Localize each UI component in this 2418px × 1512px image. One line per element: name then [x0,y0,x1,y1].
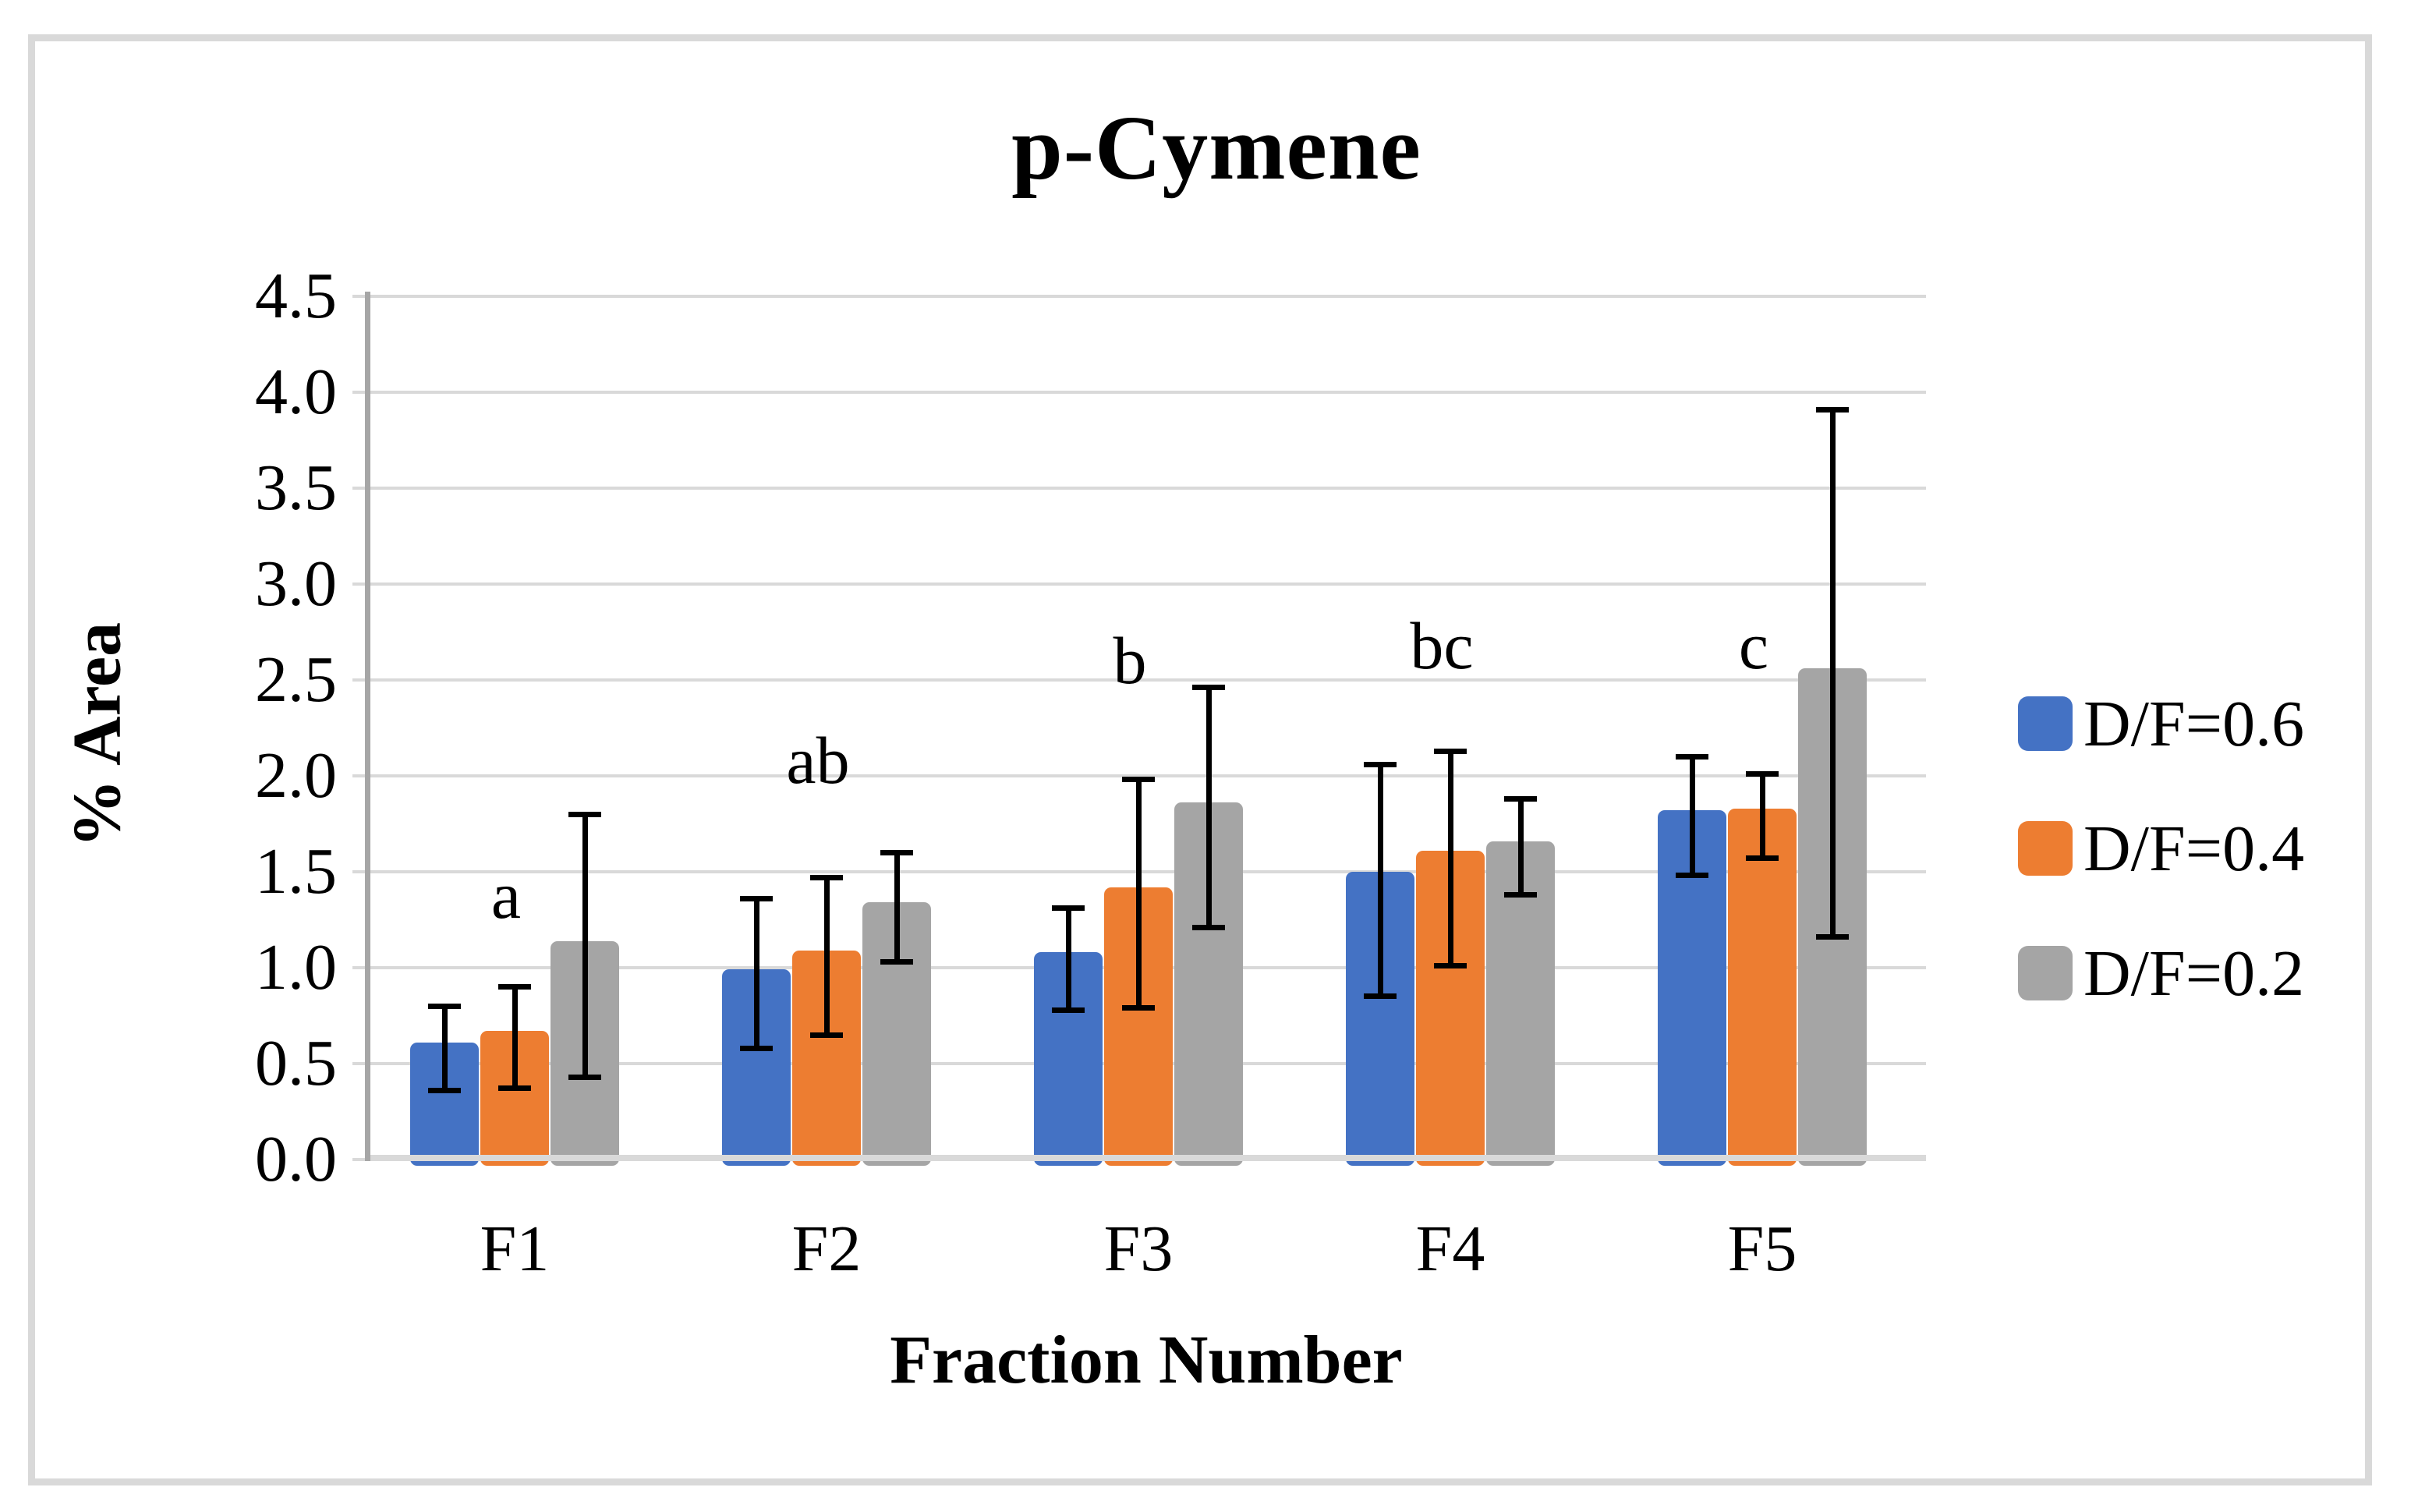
x-axis-title: Fraction Number [890,1323,1403,1398]
legend-swatch-icon [2018,696,2073,751]
error-bar-cap [1052,1007,1085,1013]
legend-label: D/F=0.4 [2083,813,2305,885]
significance-letter: b [1113,623,1147,699]
x-tick-label: F3 [1103,1213,1174,1285]
y-tick-label: 1.0 [255,931,337,1004]
gridline [366,487,1926,490]
bar [1728,808,1797,1166]
legend-swatch-icon [2018,821,2073,876]
error-bar-cap [1192,924,1225,930]
error-bar-cap [498,984,531,990]
y-tick-label: 0.0 [255,1123,337,1195]
y-axis-tick [352,774,366,777]
gridline [366,295,1926,298]
error-bar-cap [1122,777,1155,783]
error-bar-line [894,852,900,962]
error-bar-cap [1434,963,1467,969]
error-bar-line [582,814,588,1078]
error-bar-cap [810,874,843,880]
y-axis-title: % Area [59,621,136,848]
y-axis-tick [352,295,366,298]
error-bar-line [1759,774,1765,859]
y-tick-label: 3.5 [255,451,337,524]
error-bar-line [1135,779,1142,1008]
error-bar-line [441,1006,448,1091]
error-bar-cap [1816,934,1849,940]
error-bar-line [1517,798,1524,895]
error-bar-cap [428,1003,461,1009]
y-axis-tick [352,487,366,490]
legend-label: D/F=0.6 [2083,688,2305,760]
y-axis-tick [352,870,366,873]
significance-letter: c [1738,607,1769,683]
y-tick-label: 2.0 [255,739,337,812]
error-bar-cap [810,1032,843,1038]
error-bar-cap [1364,761,1397,767]
error-bar-cap [1052,905,1085,912]
x-tick-label: F4 [1415,1213,1485,1285]
error-bar-cap [428,1087,461,1093]
error-bar-line [1447,751,1453,966]
y-tick-label: 3.0 [255,547,337,620]
error-bar-cap [740,1045,773,1051]
x-tick-label: F5 [1727,1213,1797,1285]
y-tick-label: 0.5 [255,1027,337,1099]
chart-title: p-Cymene [1011,97,1421,199]
y-axis-tick [352,582,366,586]
legend-label: D/F=0.2 [2083,937,2305,1010]
error-bar-cap [1122,1005,1155,1011]
gridline [366,870,1926,873]
error-bar-line [1689,756,1695,876]
error-bar-cap [568,1074,601,1080]
error-bar-line [1065,908,1071,1011]
gridline [366,774,1926,777]
error-bar-cap [740,895,773,901]
gridline [366,582,1926,586]
error-bar-cap [1746,855,1779,862]
y-tick-label: 4.5 [255,260,337,332]
error-bar-line [1829,409,1836,937]
error-bar-line [1377,764,1383,997]
error-bar-cap [1676,753,1708,760]
error-bar-cap [1364,993,1397,1000]
error-bar-cap [1504,796,1537,802]
error-bar-cap [1192,685,1225,691]
error-bar-cap [1816,406,1849,413]
x-axis-line [366,1155,1926,1161]
y-tick-label: 2.5 [255,643,337,716]
gridline [366,391,1926,394]
error-bar-line [1205,687,1212,928]
y-axis-tick [352,678,366,682]
error-bar-cap [1746,771,1779,777]
error-bar-cap [498,1085,531,1092]
error-bar-line [512,986,518,1089]
error-bar-cap [1434,748,1467,754]
x-tick-label: F1 [480,1213,550,1285]
error-bar-cap [1504,892,1537,898]
y-axis-tick [352,391,366,394]
significance-letter: a [490,857,522,933]
error-bar-cap [1676,873,1708,879]
error-bar-cap [880,849,913,855]
y-axis-tick [352,1062,366,1065]
significance-letter: bc [1410,607,1474,683]
gridline [366,678,1926,682]
y-axis-tick [352,966,366,969]
error-bar-line [753,898,759,1049]
error-bar-cap [880,959,913,965]
error-bar-line [823,877,830,1036]
significance-letter: ab [786,723,850,798]
error-bar-cap [568,811,601,817]
legend-swatch-icon [2018,946,2073,1000]
y-tick-label: 1.5 [255,835,337,908]
y-tick-label: 4.0 [255,356,337,428]
y-axis-tick [352,1158,366,1161]
figure-border [28,34,2372,1485]
x-tick-label: F2 [791,1213,862,1285]
y-axis-line [365,292,370,1161]
